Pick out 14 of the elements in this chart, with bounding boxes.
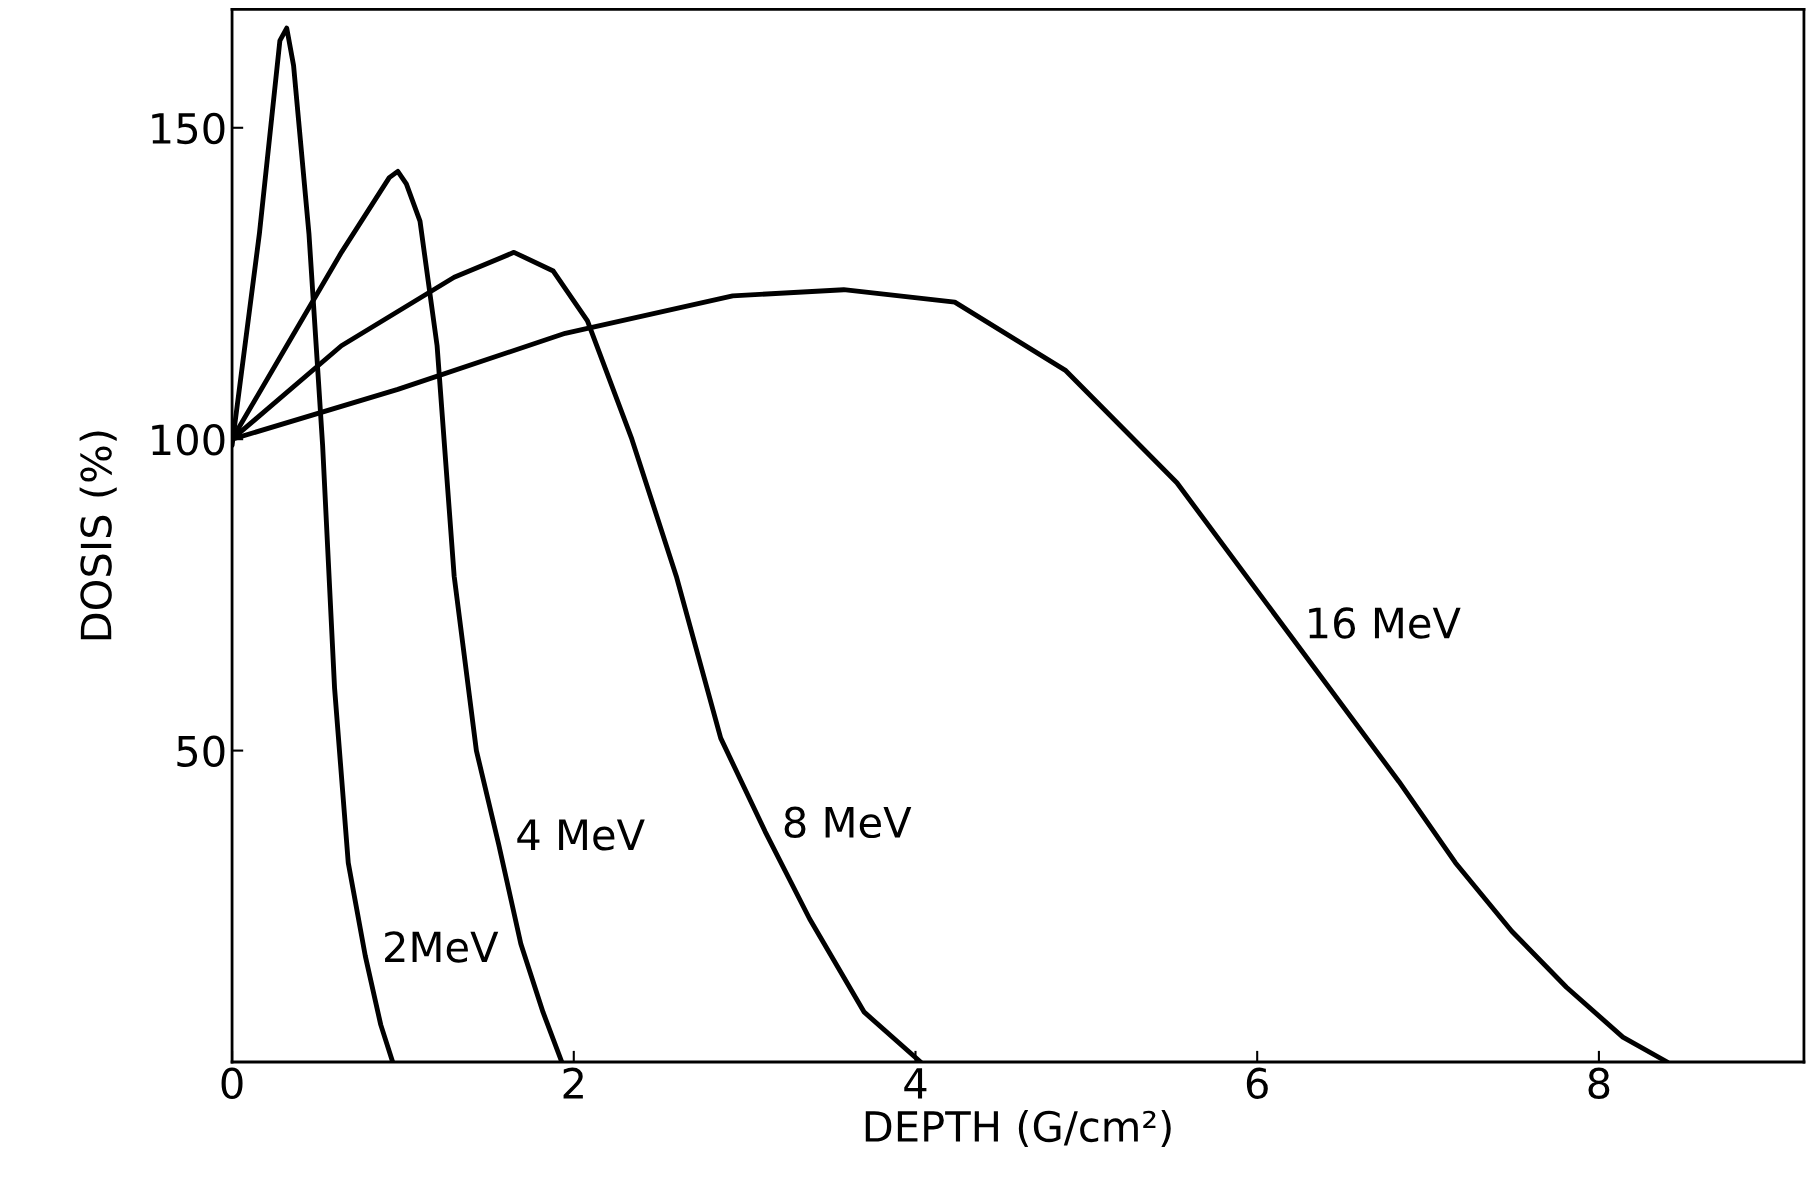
- x-tick-label: 8: [1588, 1067, 1610, 1100]
- x-tick-label: 0: [221, 1067, 243, 1100]
- x-axis-title: DEPTH (G/cm²): [865, 1110, 1171, 1148]
- series-label: 8 MeV: [784, 806, 912, 839]
- x-tick-label: 2: [563, 1067, 583, 1099]
- series-label: 2MeV: [385, 931, 499, 963]
- y-axis-title: DOSIS (%): [79, 431, 117, 640]
- x-tick-label: 4: [904, 1068, 927, 1099]
- x-tick-label: 6: [1246, 1067, 1268, 1100]
- series-label: 4 MeV: [517, 819, 645, 851]
- y-tick-label: 50: [177, 735, 225, 768]
- y-tick-label: 100: [152, 424, 225, 456]
- y-tick-label: 150: [152, 112, 225, 145]
- series-label: 16 MeV: [1309, 607, 1461, 639]
